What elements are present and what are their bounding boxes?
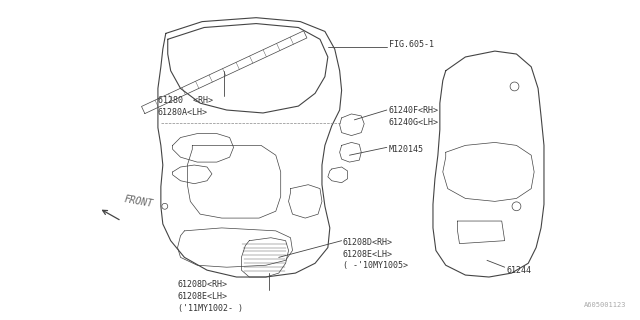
Text: 61240F<RH>
61240G<LH>: 61240F<RH> 61240G<LH> [388, 106, 439, 127]
Text: FRONT: FRONT [124, 194, 154, 209]
Text: 61280  <RH>
61280A<LH>: 61280 <RH> 61280A<LH> [158, 96, 213, 117]
Text: 61208D<RH>
61208E<LH>
('11MY1002- ): 61208D<RH> 61208E<LH> ('11MY1002- ) [177, 280, 243, 313]
Text: 61208D<RH>
61208E<LH>
( -'10MY1005>: 61208D<RH> 61208E<LH> ( -'10MY1005> [342, 238, 408, 270]
Text: 61244: 61244 [507, 266, 532, 275]
Text: M120145: M120145 [388, 145, 424, 154]
Text: A605001123: A605001123 [584, 302, 627, 308]
Text: FIG.605-1: FIG.605-1 [388, 40, 434, 49]
